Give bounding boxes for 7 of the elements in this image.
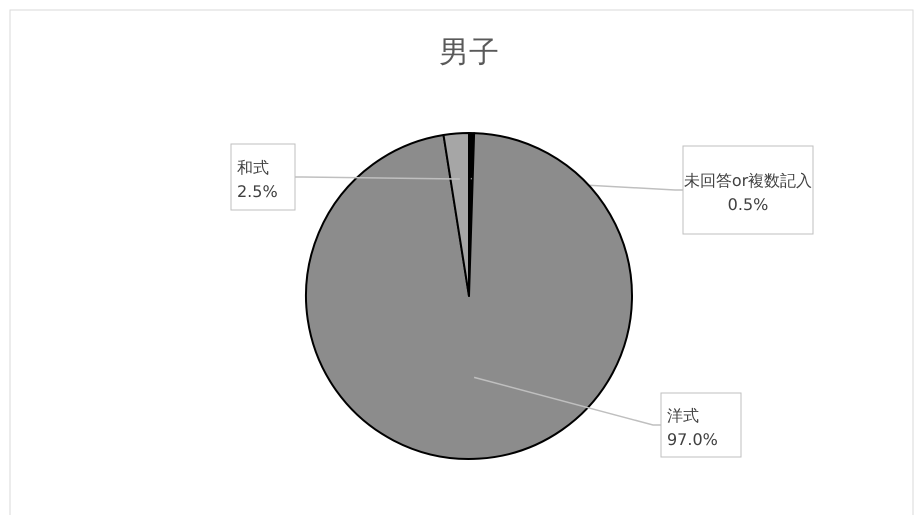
slice-label: 洋式 <box>667 406 699 425</box>
data-label: 97.0% <box>667 430 718 449</box>
data-label: 0.5% <box>728 195 768 214</box>
data-label: 2.5% <box>237 182 278 201</box>
slice-label: 未回答or複数記入 <box>684 171 812 190</box>
slice-label: 和式 <box>237 158 269 177</box>
chart-title: 男子 <box>439 35 499 70</box>
